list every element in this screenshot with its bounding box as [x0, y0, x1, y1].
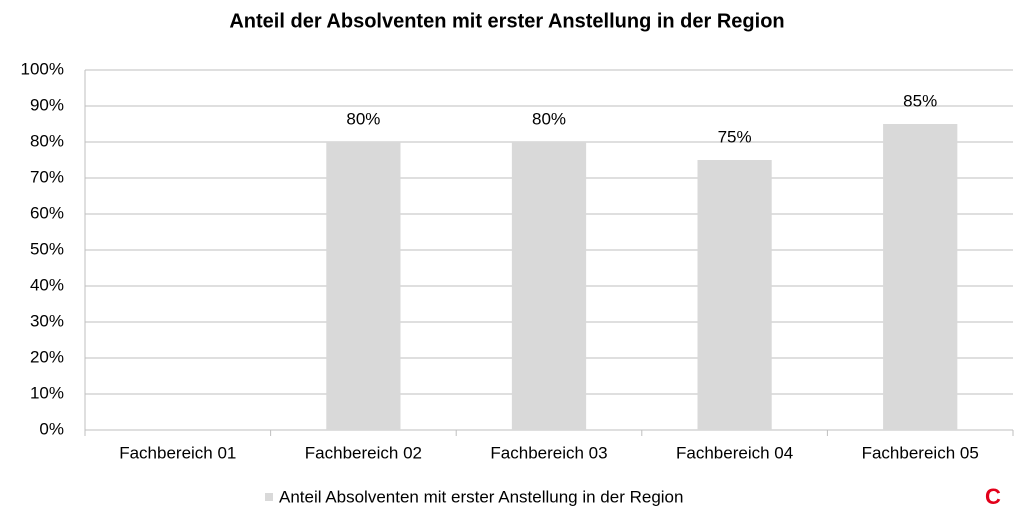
y-tick-label: 80%	[30, 131, 64, 150]
y-tick-label: 30%	[30, 311, 64, 330]
y-tick-label: 100%	[21, 59, 64, 78]
x-tick-label: Fachbereich 04	[676, 443, 793, 462]
legend-label: Anteil Absolventen mit erster Anstellung…	[279, 487, 683, 506]
y-tick-label: 20%	[30, 347, 64, 366]
bar	[511, 142, 587, 430]
data-label: 80%	[346, 109, 380, 128]
y-tick-label: 40%	[30, 275, 64, 294]
y-tick-label: 90%	[30, 95, 64, 114]
corner-mark: C	[985, 484, 1001, 509]
data-label: 85%	[903, 91, 937, 110]
bar	[326, 142, 401, 430]
y-tick-label: 70%	[30, 167, 64, 186]
data-label: 80%	[532, 109, 566, 128]
x-tick-label: Fachbereich 03	[490, 443, 607, 462]
bar	[883, 124, 958, 430]
x-tick-label: Fachbereich 01	[119, 443, 236, 462]
chart-title: Anteil der Absolventen mit erster Anstel…	[229, 10, 784, 32]
data-label: 75%	[718, 127, 752, 146]
y-tick-label: 50%	[30, 239, 64, 258]
bar	[697, 160, 772, 430]
y-tick-label: 10%	[30, 383, 64, 402]
x-tick-label: Fachbereich 02	[305, 443, 422, 462]
y-tick-label: 60%	[30, 203, 64, 222]
legend-swatch	[265, 493, 273, 501]
x-tick-label: Fachbereich 05	[862, 443, 979, 462]
y-tick-label: 0%	[39, 419, 64, 438]
